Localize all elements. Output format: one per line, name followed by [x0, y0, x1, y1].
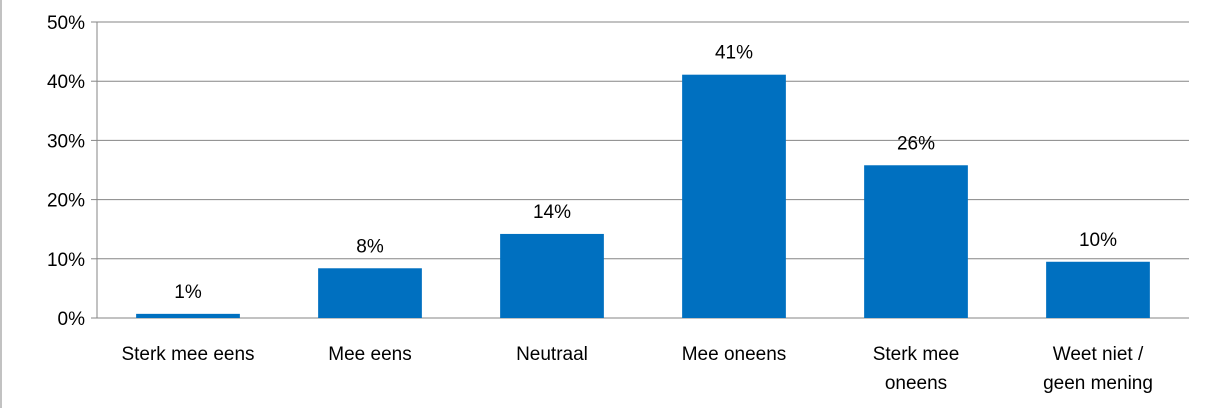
- bars: [136, 74, 1150, 318]
- y-tick-label: 40%: [47, 72, 85, 93]
- bar: [864, 165, 968, 318]
- bar: [136, 313, 240, 318]
- bar: [500, 233, 604, 318]
- y-tick-label: 20%: [47, 191, 85, 212]
- data-label: 26%: [897, 133, 935, 154]
- data-label: 1%: [174, 282, 202, 303]
- category-label: Neutraal: [516, 344, 588, 365]
- data-labels: 1% 8% 14% 41% 26% 10%: [174, 43, 1117, 303]
- category-label: Mee oneens: [682, 344, 787, 365]
- y-tick-label: 0%: [58, 309, 86, 330]
- category-label: oneens: [885, 373, 947, 394]
- y-tick-label: 50%: [47, 13, 85, 34]
- data-label: 8%: [356, 236, 384, 257]
- category-labels: Sterk mee eens Mee eens Neutraal Mee oneens…: [121, 344, 1152, 394]
- category-label: Mee eens: [328, 344, 411, 365]
- y-tick-label: 30%: [47, 131, 85, 152]
- y-tick-label: 10%: [47, 250, 85, 271]
- bar: [1046, 261, 1150, 318]
- axes: 0% 10% 20% 30% 40% 50%: [47, 13, 1189, 330]
- bar: [682, 74, 786, 318]
- data-label: 41%: [715, 43, 753, 64]
- category-label: Sterk mee eens: [121, 344, 254, 365]
- category-label: Sterk mee: [873, 344, 960, 365]
- data-label: 10%: [1079, 230, 1117, 251]
- bar: [318, 268, 422, 318]
- gridlines: [97, 21, 1189, 260]
- category-label: Weet niet /: [1053, 344, 1144, 365]
- category-label: geen mening: [1043, 373, 1153, 394]
- data-label: 14%: [533, 202, 571, 223]
